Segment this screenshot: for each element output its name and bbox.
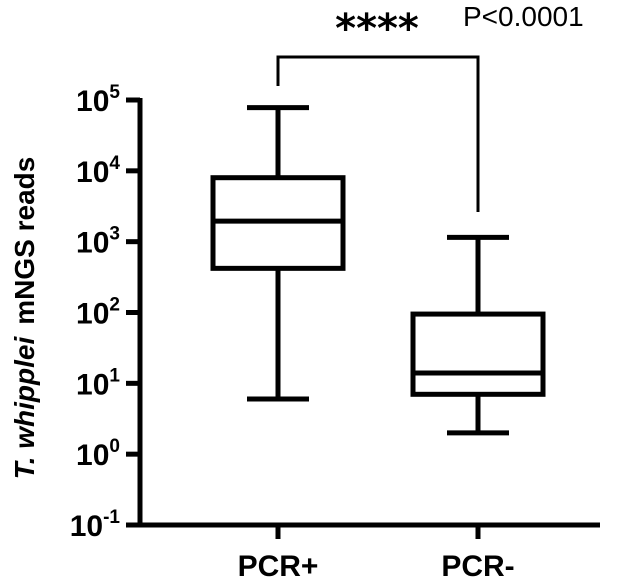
y-tick-exponent: 0 bbox=[109, 436, 120, 457]
x-tick-label: PCR+ bbox=[238, 550, 319, 583]
y-tick-label: 104 bbox=[76, 153, 120, 189]
y-tick-base: 10 bbox=[76, 85, 109, 118]
significance-bracket bbox=[276, 55, 480, 212]
significance-stars: **** bbox=[335, 6, 419, 52]
y-tick-base: 10 bbox=[76, 368, 109, 401]
y-tick-label: 10-1 bbox=[70, 507, 121, 543]
x-tick-labels: PCR+ PCR- bbox=[238, 525, 515, 583]
boxes bbox=[210, 105, 546, 436]
y-tick-exponent: 3 bbox=[109, 224, 120, 245]
y-tick-exponent: 4 bbox=[109, 153, 120, 174]
y-tick-label: 102 bbox=[76, 295, 120, 331]
significance-annotation: **** P<0.0001 bbox=[276, 1, 584, 212]
y-axis-title-italic: T. whipplei bbox=[9, 336, 40, 480]
box-group bbox=[410, 234, 546, 436]
y-tick-label: 101 bbox=[76, 365, 120, 401]
y-tick-base: 10 bbox=[70, 510, 103, 543]
y-tick-exponent: 2 bbox=[109, 295, 120, 316]
box-group bbox=[210, 105, 346, 402]
y-axis-title-text: mNGS reads bbox=[9, 157, 40, 325]
y-tick-exponent: 5 bbox=[109, 82, 120, 103]
p-value-label: P<0.0001 bbox=[463, 1, 584, 32]
y-tick-label: 103 bbox=[76, 224, 120, 260]
y-tick-base: 10 bbox=[76, 227, 109, 260]
y-tick-base: 10 bbox=[76, 439, 109, 472]
y-tick-base: 10 bbox=[76, 298, 109, 331]
y-axis-title: T. whipplei mNGS reads bbox=[9, 157, 40, 480]
y-tick-exponent: -1 bbox=[103, 507, 120, 528]
x-tick-label: PCR- bbox=[441, 550, 514, 583]
y-tick-base: 10 bbox=[76, 156, 109, 189]
svg-text:T. whippleimNGS reads: T. whipplei mNGS reads bbox=[9, 157, 40, 480]
y-tick-exponent: 1 bbox=[109, 365, 120, 386]
y-tick-label: 100 bbox=[76, 436, 120, 472]
y-tick-label: 105 bbox=[76, 82, 120, 118]
iqr-box bbox=[410, 311, 546, 397]
